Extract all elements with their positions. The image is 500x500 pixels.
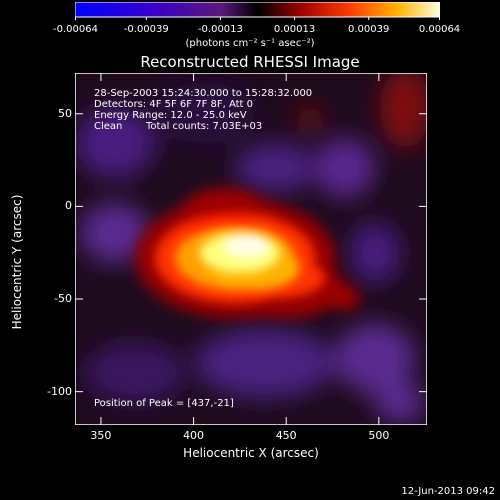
timestamp: 12-Jun-2013 09:42 [401,486,495,497]
heatmap-image [74,68,430,426]
x-tick-label: 400 [183,429,205,442]
colorbar-tick-label: -0.00039 [123,24,169,35]
annotation-time: 28-Sep-2003 15:24:30.000 to 15:28:32.000 [94,88,313,99]
annotation-detectors: Detectors: 4F 5F 6F 7F 8F, Att 0 [94,99,254,110]
colorbar-tick-label: 0.00039 [348,24,390,35]
colorbar [74,1,441,20]
colorbar-tick-label: -0.00013 [197,24,243,35]
y-tick-label: 50 [58,106,72,120]
annotation-peak-position: Position of Peak = [437,-21] [94,398,234,409]
x-axis-ticks [100,73,380,425]
x-axis-label: Heliocentric X (arcsec) [183,446,319,460]
colorbar-tick-label: 0.00013 [273,24,316,35]
colorbar-tick-label: -0.00064 [53,24,98,35]
colorbar-ticks [75,17,440,20]
x-tick-label: 350 [90,429,112,442]
annotation-total-counts: Total counts: 7.03E+03 [146,121,263,132]
y-axis-label: Heliocentric Y (arcsec) [10,194,24,330]
plot-area [74,68,430,426]
colorbar-unit-label: (photons cm⁻² s⁻¹ asec⁻²) [185,38,315,49]
x-tick-label: 450 [275,429,297,442]
y-tick-label: -100 [47,384,72,398]
annotation-energy: Energy Range: 12.0 - 25.0 keV [94,110,247,121]
y-axis-ticks [75,113,427,393]
y-tick-label: 0 [65,199,72,213]
colorbar-tick-label: 0.00064 [418,24,461,35]
colorbar-svg [74,1,441,20]
chart-title: Reconstructed RHESSI Image [140,53,360,71]
annotation-clean: Clean [94,121,123,132]
y-tick-label: -50 [54,292,72,306]
x-tick-label: 500 [368,429,390,442]
